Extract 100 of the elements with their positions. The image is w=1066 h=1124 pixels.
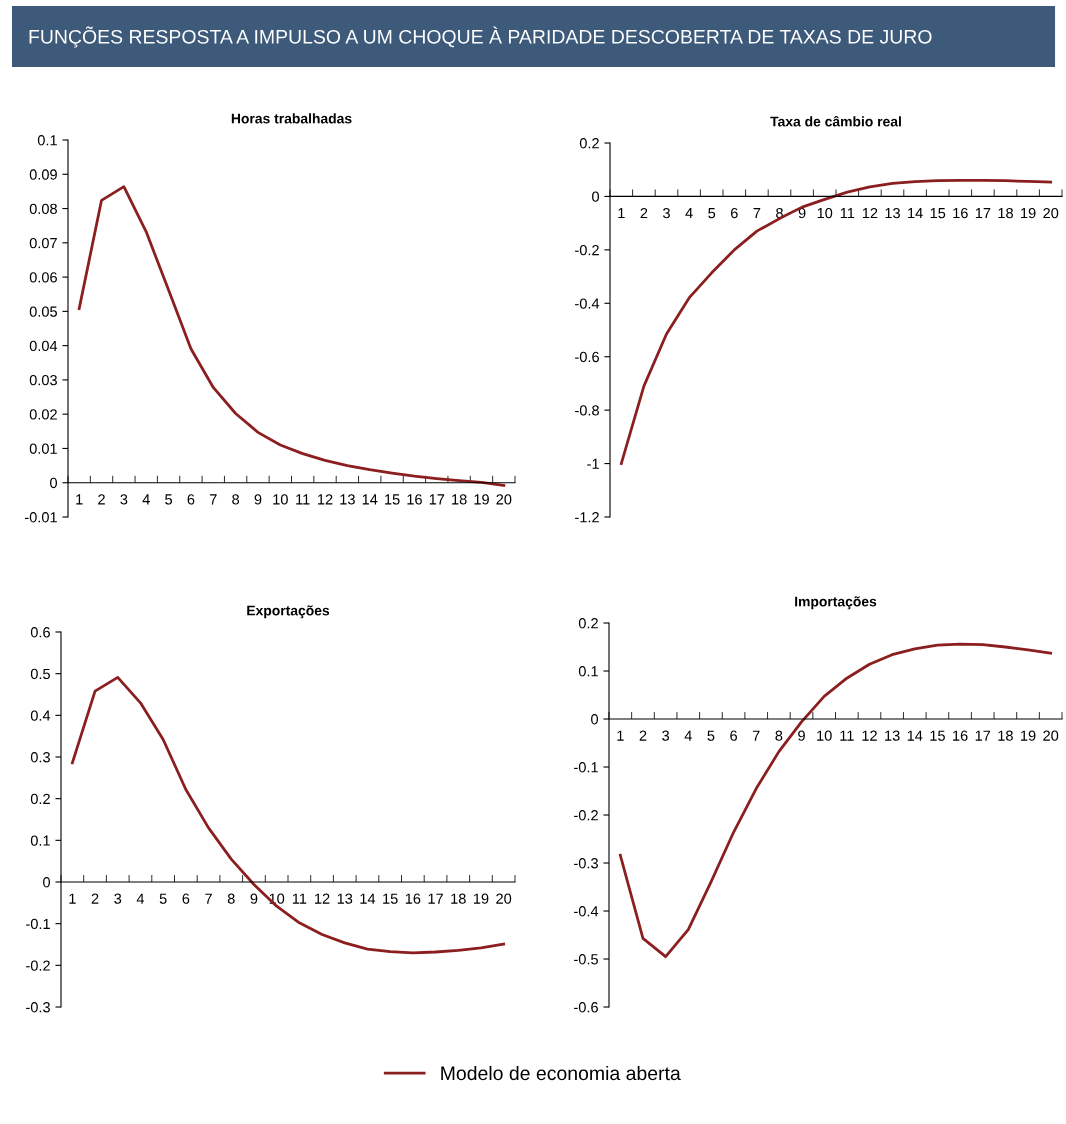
x-tick-label: 16 <box>405 893 421 904</box>
x-tick-label: 7 <box>752 730 760 741</box>
y-tick-label: -0.3 <box>26 1002 50 1013</box>
x-tick-label: 10 <box>273 494 288 505</box>
y-tick-label: 0.04 <box>29 340 58 352</box>
y-tick-label: 0.06 <box>29 272 57 283</box>
y-tick-label: 0.4 <box>30 710 51 721</box>
legend-label: Modelo de economia aberta <box>441 1065 681 1081</box>
y-tick-label: 0 <box>50 477 58 489</box>
x-tick-label: 17 <box>429 494 445 505</box>
y-tick-label: 0.3 <box>30 752 50 763</box>
x-tick-label: 10 <box>817 207 833 219</box>
y-tick-label: -1 <box>587 458 599 469</box>
x-tick-label: 14 <box>362 494 378 505</box>
y-tick-label: -0.2 <box>575 244 599 256</box>
x-tick-label: 19 <box>1021 730 1036 741</box>
y-tick-label: 0.2 <box>30 793 50 805</box>
x-tick-label: 6 <box>182 893 190 904</box>
y-tick-label: 0.1 <box>578 666 598 677</box>
y-tick-label: 0.5 <box>30 668 50 680</box>
x-tick-label: 6 <box>187 494 195 505</box>
x-tick-label: 1 <box>617 730 624 741</box>
y-tick-label: -0.8 <box>575 405 599 416</box>
y-tick-label: 0.07 <box>29 237 57 249</box>
x-tick-label: 13 <box>885 730 900 741</box>
y-tick-label: 0.03 <box>29 375 57 386</box>
x-tick-label: 20 <box>496 494 512 505</box>
y-tick-label: 0.02 <box>29 409 57 420</box>
x-tick-label: 19 <box>474 494 489 505</box>
x-tick-label: 8 <box>775 730 783 741</box>
x-tick-label: 15 <box>930 208 946 219</box>
x-tick-label: 5 <box>707 730 715 741</box>
y-tick-label: -0.01 <box>24 512 57 523</box>
x-tick-label: 8 <box>227 893 235 904</box>
x-tick-label: 20 <box>1043 730 1059 741</box>
x-tick-label: 17 <box>975 730 991 741</box>
x-tick-label: 17 <box>428 893 443 904</box>
y-tick-label: 0.05 <box>29 306 57 317</box>
x-tick-label: 5 <box>708 208 716 219</box>
x-tick-label: 5 <box>159 893 167 904</box>
x-tick-label: 1 <box>69 893 76 904</box>
x-tick-label: 17 <box>975 208 991 219</box>
x-tick-label: 12 <box>862 730 877 741</box>
x-tick-label: 2 <box>639 730 647 741</box>
x-tick-label: 2 <box>640 207 648 219</box>
x-tick-label: 7 <box>205 893 212 904</box>
x-tick-label: 1 <box>76 494 83 505</box>
x-tick-label: 11 <box>296 494 310 505</box>
x-tick-label: 14 <box>360 893 376 904</box>
y-tick-label: 0 <box>592 191 600 202</box>
x-tick-label: 6 <box>730 730 737 741</box>
x-tick-label: 14 <box>907 730 923 741</box>
chart-title: Importações <box>795 596 877 610</box>
y-tick-label: 0.2 <box>578 618 598 629</box>
x-tick-label: 11 <box>840 730 854 741</box>
y-tick-label: 0.6 <box>30 627 50 638</box>
y-tick-label: 0.2 <box>579 138 599 149</box>
x-tick-label: 18 <box>998 207 1013 219</box>
y-tick-label: 0.1 <box>37 135 57 146</box>
x-tick-label: 8 <box>232 494 240 505</box>
x-tick-label: 13 <box>337 893 353 904</box>
y-tick-label: 0.1 <box>30 835 50 846</box>
x-tick-label: 2 <box>98 494 105 505</box>
y-tick-label: -1.2 <box>575 512 599 523</box>
x-tick-label: 16 <box>953 207 968 219</box>
y-tick-label: -0.5 <box>574 954 598 965</box>
y-tick-label: -0.4 <box>574 906 599 917</box>
x-tick-label: 11 <box>292 893 307 904</box>
x-tick-label: 4 <box>685 208 693 219</box>
y-tick-label: 0 <box>591 714 599 725</box>
x-tick-label: 3 <box>114 893 122 904</box>
chart-title: Exportações <box>247 605 330 619</box>
x-tick-label: 15 <box>385 494 400 505</box>
x-tick-label: 9 <box>254 494 262 505</box>
x-tick-label: 2 <box>91 893 99 904</box>
y-tick-label: -0.6 <box>574 1002 598 1013</box>
x-tick-label: 7 <box>209 494 217 505</box>
x-tick-label: 3 <box>663 207 670 219</box>
x-tick-label: 3 <box>662 730 670 741</box>
y-tick-label: -0.3 <box>574 858 598 869</box>
y-tick-label: -0.1 <box>574 762 598 773</box>
y-tick-label: 0.09 <box>29 169 57 180</box>
y-tick-label: -0.1 <box>26 918 50 930</box>
x-tick-label: 3 <box>120 494 128 505</box>
line-series <box>77 185 506 487</box>
x-tick-label: 18 <box>452 494 467 505</box>
x-tick-label: 20 <box>1043 207 1059 219</box>
x-tick-label: 11 <box>840 208 855 219</box>
x-tick-label: 4 <box>136 893 145 904</box>
x-tick-label: 16 <box>407 494 422 505</box>
y-tick-label: 0 <box>43 877 51 888</box>
x-tick-label: 5 <box>165 494 173 505</box>
y-tick-label: 0.01 <box>29 443 57 454</box>
x-tick-label: 15 <box>383 893 398 904</box>
x-tick-label: 9 <box>798 730 805 741</box>
x-tick-label: 20 <box>496 893 512 904</box>
y-tick-label: -0.6 <box>575 351 599 363</box>
y-tick-label: -0.4 <box>575 298 600 309</box>
y-tick-label: -0.2 <box>574 810 598 821</box>
x-tick-label: 6 <box>730 207 738 219</box>
